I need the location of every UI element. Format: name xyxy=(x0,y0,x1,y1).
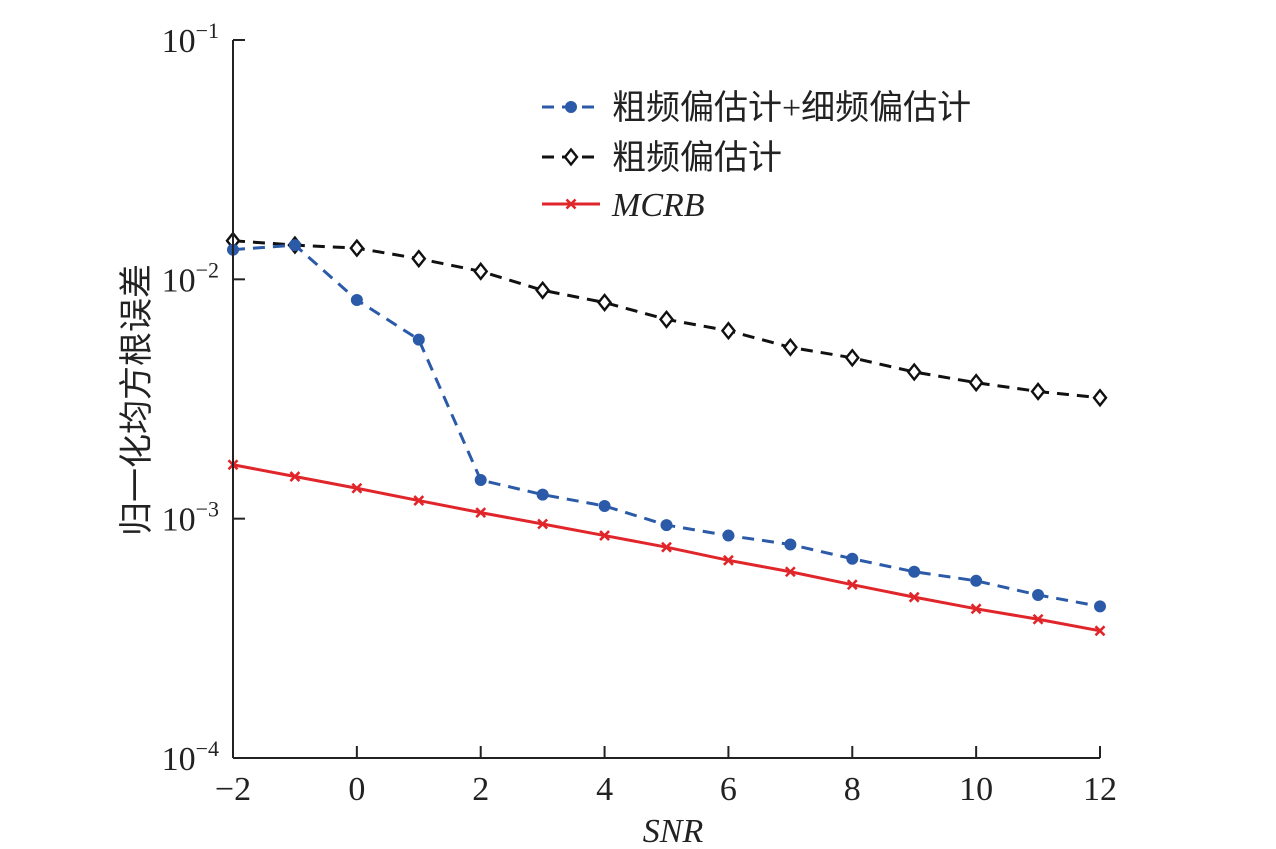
y-tick-label: 10−2 xyxy=(162,257,219,299)
data-point xyxy=(846,579,858,591)
data-point xyxy=(475,507,487,519)
data-point xyxy=(565,198,577,210)
data-point xyxy=(844,348,860,368)
data-point xyxy=(597,293,613,312)
data-point xyxy=(1032,588,1045,601)
series-3 xyxy=(227,459,1106,637)
data-point xyxy=(537,518,549,530)
y-axis-title: 归一化均方根误差 xyxy=(118,264,156,536)
x-axis-title: SNR xyxy=(643,813,704,849)
x-tick-label: 2 xyxy=(472,771,489,808)
data-point xyxy=(473,261,489,281)
data-point xyxy=(535,280,551,300)
data-point xyxy=(722,529,735,542)
y-tick-label: 10−3 xyxy=(162,497,219,539)
data-point xyxy=(720,321,736,341)
data-point xyxy=(1030,382,1046,401)
legend-item: 粗频偏估计 xyxy=(542,139,782,177)
data-point xyxy=(350,293,363,306)
x-tick-label: 0 xyxy=(348,771,365,808)
data-point xyxy=(599,530,610,541)
data-point xyxy=(846,552,859,565)
legend-label: 粗频偏估计 xyxy=(612,139,782,177)
data-point xyxy=(970,603,982,615)
data-point xyxy=(411,249,427,269)
data-point xyxy=(288,239,301,252)
series-1 xyxy=(227,239,1106,613)
x-tick-label: 4 xyxy=(596,771,613,808)
legend-item: 粗频偏估计+细频偏估计 xyxy=(542,89,971,127)
axes: −2 0 2 4 6 8 10 12 10−1 10−2 10−3 10−4 xyxy=(162,18,1117,808)
data-point xyxy=(563,147,579,167)
data-point xyxy=(565,101,577,113)
data-point xyxy=(1092,388,1108,408)
legend-label: 粗频偏估计+细频偏估计 xyxy=(612,89,971,127)
data-point xyxy=(351,482,363,494)
x-tick-label: −2 xyxy=(215,771,251,808)
legend-item: MCRB xyxy=(542,187,705,224)
data-point xyxy=(1094,625,1106,637)
y-tick-label: 10−4 xyxy=(162,736,219,778)
legend-label: MCRB xyxy=(611,187,705,224)
data-point xyxy=(1094,600,1106,613)
series-layer xyxy=(225,231,1108,637)
data-point xyxy=(1032,613,1044,625)
data-point xyxy=(474,474,487,487)
data-point xyxy=(970,574,983,587)
data-point xyxy=(784,538,797,551)
series-2 xyxy=(225,231,1108,408)
y-tick-label: 10−1 xyxy=(162,18,219,60)
data-point xyxy=(661,541,672,553)
data-point xyxy=(289,471,301,482)
x-tick-label: 12 xyxy=(1083,771,1117,808)
data-point xyxy=(413,495,425,507)
data-point xyxy=(908,565,921,578)
x-tick-label: 10 xyxy=(959,771,993,808)
data-point xyxy=(658,309,675,329)
data-point xyxy=(412,333,425,346)
x-tick-label: 8 xyxy=(844,771,861,808)
series-line xyxy=(232,243,1101,608)
data-point xyxy=(660,519,673,532)
data-point xyxy=(908,591,920,603)
data-point xyxy=(598,499,611,512)
data-point xyxy=(536,488,549,501)
data-point xyxy=(906,362,922,382)
x-tick-label: 6 xyxy=(720,771,737,808)
data-point xyxy=(784,566,796,578)
data-point xyxy=(782,337,798,357)
data-point xyxy=(723,554,734,566)
data-point xyxy=(968,373,984,393)
data-point xyxy=(349,238,365,258)
